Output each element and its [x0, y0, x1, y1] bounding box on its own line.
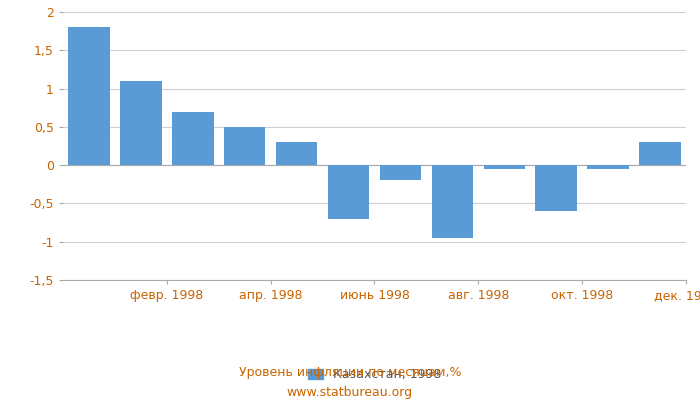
Bar — [379, 165, 421, 180]
Bar — [68, 27, 110, 165]
Legend: Казахстан, 1998: Казахстан, 1998 — [303, 363, 446, 386]
Bar — [484, 165, 525, 169]
Text: www.statbureau.org: www.statbureau.org — [287, 386, 413, 399]
Text: Уровень инфляции по месяцам,%: Уровень инфляции по месяцам,% — [239, 366, 461, 379]
Bar — [587, 165, 629, 169]
Bar — [328, 165, 370, 219]
Bar — [276, 142, 317, 165]
Bar — [639, 142, 681, 165]
Bar — [432, 165, 473, 238]
Bar — [224, 127, 265, 165]
Bar — [536, 165, 577, 211]
Bar — [120, 81, 162, 165]
Bar — [172, 112, 214, 165]
